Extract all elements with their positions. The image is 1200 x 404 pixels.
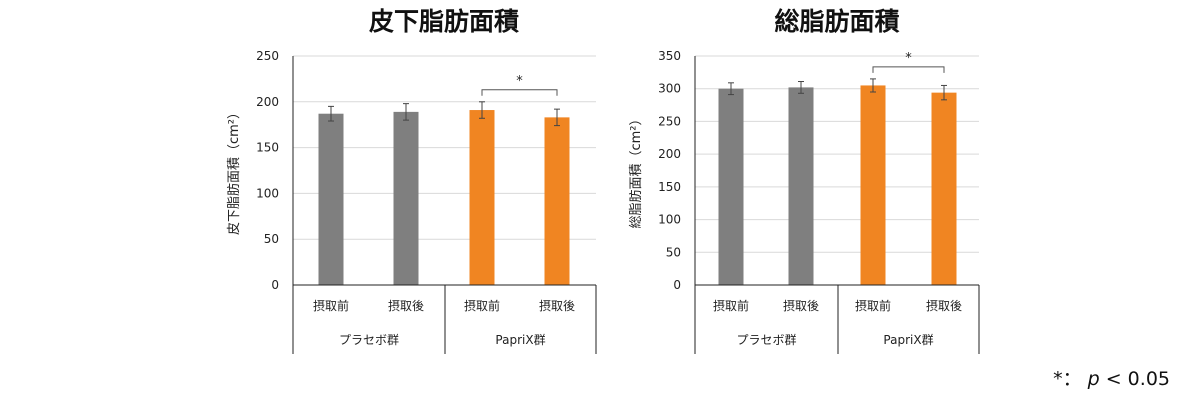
group-label-1-0: プラセボ群: [736, 333, 796, 347]
significance-star-0: *: [516, 74, 523, 89]
group-label-0-0: プラセボ群: [339, 333, 399, 347]
bar-0-3: [544, 117, 570, 285]
chart-title-subcutaneous: 皮下脂肪面積: [368, 7, 519, 36]
group-label-0-1: PapriX群: [495, 333, 545, 347]
y-tick-label-1-4: 200: [658, 147, 681, 161]
significance-footnote: *： p < 0.05: [1053, 364, 1170, 391]
y-tick-label-0-3: 150: [256, 141, 279, 155]
footnote-threshold: < 0.05: [1099, 368, 1170, 390]
category-label-1-3: 摂取後: [926, 298, 962, 313]
y-tick-label-0-4: 200: [256, 95, 279, 109]
group-label-1-1: PapriX群: [883, 333, 933, 347]
category-label-1-2: 摂取前: [855, 298, 891, 313]
significance-bracket-0: [481, 89, 558, 96]
y-tick-label-1-2: 100: [658, 213, 681, 227]
footnote-star: *：: [1053, 368, 1082, 390]
significance-star-1: *: [905, 51, 912, 66]
bar-1-0: [718, 88, 744, 285]
bar-0-2: [469, 110, 495, 285]
y-tick-label-1-7: 350: [658, 49, 681, 63]
y-tick-label-1-0: 0: [673, 278, 681, 292]
bar-0-1: [393, 111, 419, 285]
bar-1-2: [860, 85, 886, 285]
y-tick-label-1-5: 250: [658, 114, 681, 128]
bar-1-1: [788, 87, 814, 285]
y-tick-label-0-5: 250: [256, 49, 279, 63]
y-axis-label-0: 皮下脂肪面積（cm²）: [226, 106, 242, 235]
chart-title-total: 総脂肪面積: [774, 7, 900, 36]
category-label-1-1: 摂取後: [783, 298, 819, 313]
y-axis-label-1: 総脂肪面積（cm²）: [628, 112, 644, 228]
y-tick-label-0-1: 50: [264, 232, 279, 246]
bar-1-3: [931, 92, 957, 285]
bar-0-0: [318, 113, 344, 285]
y-tick-label-1-1: 50: [666, 245, 681, 259]
significance-bracket-1: [872, 66, 945, 73]
category-label-0-0: 摂取前: [313, 298, 349, 313]
y-tick-label-0-2: 100: [256, 186, 279, 200]
category-label-0-1: 摂取後: [388, 298, 424, 313]
footnote-p: p: [1087, 368, 1100, 390]
y-tick-label-1-3: 150: [658, 180, 681, 194]
category-label-0-2: 摂取前: [464, 298, 500, 313]
category-label-0-3: 摂取後: [539, 298, 575, 313]
y-tick-label-1-6: 300: [658, 82, 681, 96]
y-tick-label-0-0: 0: [271, 278, 279, 292]
category-label-1-0: 摂取前: [713, 298, 749, 313]
